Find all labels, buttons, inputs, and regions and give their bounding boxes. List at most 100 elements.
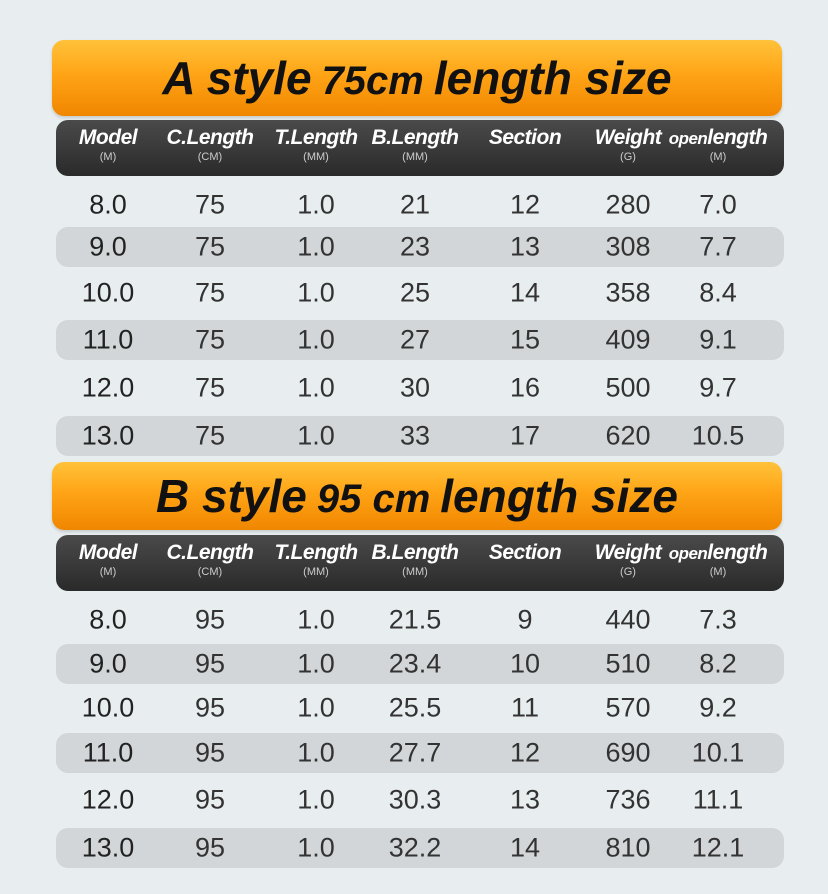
header-unit: (M) — [99, 151, 117, 163]
header-label: Weight — [594, 126, 662, 149]
header-cell: openlength (M) — [669, 541, 768, 578]
header-label: C.Length — [166, 126, 254, 149]
table-cell: 500 — [605, 372, 651, 403]
header-unit: (M) — [709, 151, 727, 163]
header-cell: T.Length (MM) — [274, 541, 358, 578]
table-cell: 25.5 — [388, 692, 442, 723]
table-cell: 12.0 — [81, 784, 135, 815]
table-cell: 13.0 — [81, 420, 135, 451]
table-cell: 75 — [194, 324, 226, 355]
table-cell: 9 — [517, 604, 533, 635]
header-unit: (MM) — [303, 151, 329, 163]
header-unit: (MM) — [402, 151, 428, 163]
table-cell: 10 — [509, 648, 541, 679]
table-cell: 95 — [194, 737, 226, 768]
header-label: T.Length — [274, 126, 358, 149]
header-cell: Model (M) — [78, 126, 138, 163]
table-cell: 9.0 — [89, 648, 127, 679]
table-cell: 810 — [605, 832, 651, 863]
header-cell: B.Length (MM) — [372, 541, 459, 578]
header-cell: openlength (M) — [669, 126, 768, 163]
table-cell: 11 — [510, 692, 540, 723]
table-cell: 25 — [399, 277, 431, 308]
table-cell: 570 — [605, 692, 651, 723]
title-part: 75cm — [321, 59, 424, 103]
table-cell: 14 — [509, 832, 541, 863]
title-part: A style — [162, 52, 312, 104]
table-cell: 280 — [605, 189, 651, 220]
table-cell: 75 — [194, 189, 226, 220]
title-part: 95 cm — [316, 477, 431, 521]
title-part: length size — [433, 52, 672, 104]
header-unit — [489, 151, 561, 163]
table-cell: 8.0 — [89, 604, 127, 635]
table-cell: 510 — [605, 648, 651, 679]
title-part: B style — [156, 470, 307, 522]
table-cell: 75 — [194, 277, 226, 308]
table-cell: 308 — [605, 231, 651, 262]
header-label: Section — [488, 541, 562, 564]
table-cell: 8.4 — [699, 277, 737, 308]
table-cell: 12.0 — [81, 372, 135, 403]
table-cell: 1.0 — [297, 604, 335, 635]
table-cell: 1.0 — [297, 692, 335, 723]
header-cell: T.Length (MM) — [274, 126, 358, 163]
table-cell: 1.0 — [297, 737, 335, 768]
table-cell: 10.5 — [691, 420, 745, 451]
header-label: openlength — [669, 126, 768, 150]
header-label-main: length — [707, 126, 768, 149]
table-cell: 12 — [509, 189, 541, 220]
header-cell: Section — [489, 126, 562, 163]
header-unit: (MM) — [303, 566, 329, 578]
table-cell: 1.0 — [297, 231, 335, 262]
header-cell: Model (M) — [79, 541, 138, 578]
table-cell: 30 — [399, 372, 431, 403]
table-cell: 1.0 — [297, 832, 335, 863]
table-cell: 7.0 — [699, 189, 737, 220]
table-row: 8.0 75 1.0 21 12 280 7.0 — [56, 185, 784, 225]
header-label: B.Length — [371, 126, 459, 149]
header-label: T.Length — [274, 541, 358, 564]
table-cell: 9.7 — [699, 372, 737, 403]
header-unit: (M) — [99, 566, 117, 578]
table-cell: 12.1 — [691, 832, 745, 863]
header-unit: (CM) — [197, 566, 223, 578]
table-cell: 9.2 — [699, 692, 737, 723]
table-row: 11.0 95 1.0 27.7 12 690 10.1 — [56, 733, 784, 773]
table-cell: 10.0 — [81, 692, 135, 723]
table-cell: 1.0 — [297, 324, 335, 355]
table-cell: 21.5 — [388, 604, 442, 635]
table-header: Model (M) C.Length (CM) T.Length (MM) B.Length… — [56, 120, 784, 176]
table-row: 9.0 75 1.0 23 13 308 7.7 — [56, 227, 784, 267]
table-cell: 10.0 — [81, 277, 135, 308]
table-cell: 1.0 — [297, 420, 335, 451]
header-label: Weight — [594, 541, 662, 564]
table-cell: 75 — [194, 372, 226, 403]
table-cell: 620 — [605, 420, 651, 451]
table-cell: 358 — [605, 277, 651, 308]
table-cell: 7.3 — [699, 604, 737, 635]
table-row: 13.0 75 1.0 33 17 620 10.5 — [56, 416, 784, 456]
table-row: 10.0 95 1.0 25.5 11 570 9.2 — [56, 688, 784, 728]
header-cell: C.Length (CM) — [167, 541, 254, 578]
header-label: Model — [78, 126, 138, 149]
table-row: 12.0 95 1.0 30.3 13 736 11.1 — [56, 780, 784, 820]
header-label: C.Length — [166, 541, 254, 564]
table-cell: 7.7 — [699, 231, 737, 262]
table-cell: 736 — [605, 784, 651, 815]
table-cell: 12 — [509, 737, 541, 768]
header-unit: (MM) — [402, 566, 428, 578]
table-row: 10.0 75 1.0 25 14 358 8.4 — [56, 273, 784, 313]
table-cell: 15 — [509, 324, 541, 355]
table-cell: 11.1 — [692, 784, 744, 815]
table-cell: 8.2 — [699, 648, 737, 679]
table-cell: 27.7 — [388, 737, 442, 768]
table-cell: 409 — [605, 324, 651, 355]
table-cell: 95 — [194, 604, 226, 635]
header-label: B.Length — [371, 541, 459, 564]
header-unit: (G) — [620, 151, 636, 163]
header-cell: B.Length (MM) — [372, 126, 459, 163]
table-cell: 95 — [194, 784, 226, 815]
table-header: Model (M) C.Length (CM) T.Length (MM) B.Length… — [56, 535, 784, 591]
header-cell: Weight (G) — [595, 126, 662, 163]
